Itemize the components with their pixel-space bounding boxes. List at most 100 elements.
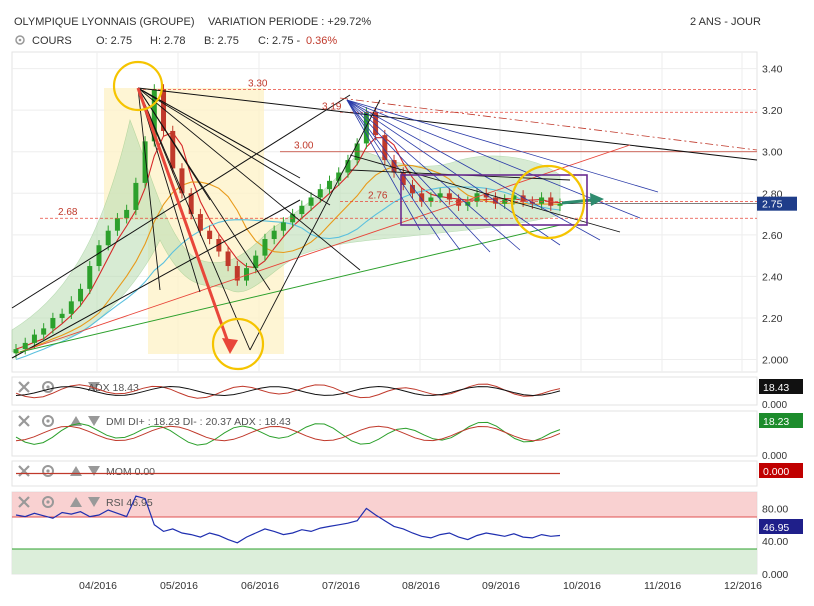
gear-icon[interactable] — [42, 381, 54, 393]
close-icon[interactable] — [18, 415, 30, 427]
cours-label: COURS — [32, 35, 72, 47]
indicator-line — [15, 421, 561, 446]
variation-text: VARIATION PERIODE : +29.72% — [208, 16, 371, 28]
value-tag — [759, 413, 803, 428]
candle — [170, 130, 176, 169]
trend-line-dashdot — [339, 97, 758, 151]
candle — [520, 195, 526, 202]
y-tick-label: 3.20 — [762, 105, 783, 117]
moving-averages — [15, 131, 561, 361]
move-down-icon[interactable] — [88, 497, 100, 507]
arrow-red-shaft — [136, 87, 232, 349]
candle — [373, 112, 379, 136]
last-price-tag — [757, 196, 797, 211]
x-tick-label: 07/2016 — [322, 580, 360, 592]
price-annotation: 2.68 — [58, 207, 78, 218]
y-tick-label: 3.40 — [762, 64, 783, 76]
candle — [188, 193, 194, 215]
subpanel-zero-label: 0.000 — [762, 451, 787, 462]
subpanel-adx: ADX 18.43 0.000 18.43 — [11, 376, 803, 411]
x-tick-label: 10/2016 — [563, 580, 601, 592]
fan-line-left — [137, 87, 201, 293]
x-tick-label: 06/2016 — [241, 580, 279, 592]
gear-icon[interactable] — [15, 35, 25, 45]
x-tick-label: 04/2016 — [79, 580, 117, 592]
fan-line-blue — [346, 99, 491, 253]
close-stroke — [18, 381, 30, 393]
close-icon[interactable] — [18, 381, 30, 393]
close-stroke — [18, 415, 30, 427]
candle — [502, 199, 508, 204]
gear-center — [46, 419, 50, 423]
rsi-tick-label: 0.000 — [762, 569, 788, 581]
subpanel-mom: MOM 0.00 0.000 — [11, 460, 803, 487]
move-up-icon[interactable] — [70, 497, 82, 507]
candle — [419, 193, 425, 202]
candle — [539, 197, 545, 204]
rsi-tick-label: 80.00 — [762, 503, 788, 515]
candle — [483, 193, 489, 198]
candle — [59, 313, 65, 318]
candle — [114, 218, 120, 231]
candle — [363, 112, 369, 144]
value-tag — [759, 463, 803, 478]
move-down-icon[interactable] — [88, 382, 100, 392]
candle — [437, 193, 443, 198]
candle — [244, 268, 250, 281]
y-tick-label: 2.20 — [762, 313, 783, 325]
y-tick-label: 2.000 — [762, 355, 788, 367]
candle — [465, 201, 471, 206]
candle — [87, 266, 93, 289]
candle — [197, 214, 203, 231]
gear-icon[interactable] — [42, 415, 54, 427]
price-grid: 3.403.203.002.802.602.402.202.000 — [12, 52, 788, 372]
trend-line-red — [19, 144, 631, 353]
x-tick-label: 11/2016 — [644, 580, 681, 592]
gear-icon[interactable] — [42, 496, 54, 508]
candle — [207, 230, 213, 240]
highlight-circle-top — [112, 60, 164, 112]
candle — [336, 172, 342, 181]
candle — [216, 239, 222, 252]
subpanel-title: DMI DI+ : 18.23 DI- : 20.37 ADX : 18.43 — [106, 416, 291, 428]
fan-line-left — [137, 87, 251, 351]
subpanel-title: RSI 46.95 — [106, 497, 153, 509]
trend-line-down-main — [137, 87, 758, 161]
value-tag — [759, 519, 803, 534]
move-down-icon[interactable] — [88, 466, 100, 476]
consolidation-box — [400, 174, 588, 226]
candle — [391, 160, 397, 173]
trend-line-green — [19, 224, 561, 353]
candle — [253, 255, 259, 269]
candle — [234, 266, 240, 281]
gear-center — [46, 469, 50, 473]
close-icon[interactable] — [18, 496, 30, 508]
gear-icon[interactable] — [42, 465, 54, 477]
gear-ring — [42, 496, 54, 508]
close-icon[interactable] — [18, 465, 30, 477]
candle — [557, 203, 563, 206]
trend-line-up-1 — [11, 94, 351, 309]
subpanel-zero-label: 0.000 — [762, 400, 787, 411]
move-down-icon[interactable] — [88, 416, 100, 426]
fan-line-blue — [346, 99, 601, 241]
subpanel-frame — [11, 410, 758, 457]
candle — [446, 193, 452, 200]
fan-line-left — [137, 87, 331, 206]
highlight-circle-bottom — [211, 317, 265, 371]
fan-line-left — [137, 87, 161, 291]
subpanel-frame — [11, 376, 758, 406]
close-value: C: 2.75 - — [258, 35, 301, 47]
gear-ring — [42, 465, 54, 477]
low-value: B: 2.75 — [204, 35, 239, 47]
candle — [68, 301, 74, 314]
period-label[interactable]: 2 ANS - JOUR — [690, 16, 761, 28]
x-tick-label: 05/2016 — [160, 580, 198, 592]
last-price-text: 2.75 — [762, 199, 783, 211]
candle — [474, 193, 480, 202]
price-annotation: 3.30 — [248, 78, 268, 89]
price-panel: 3.403.203.002.802.602.402.202.000 3.303.… — [11, 51, 797, 373]
candle — [456, 199, 462, 206]
candle — [124, 209, 130, 219]
